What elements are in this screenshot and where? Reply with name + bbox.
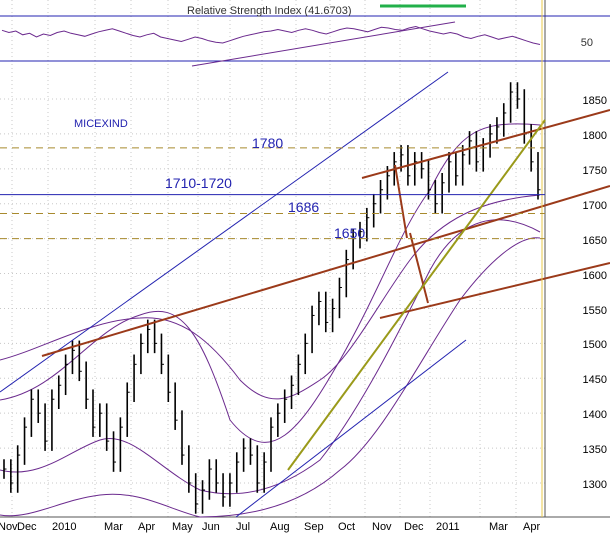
y-tick-label: 1400 <box>583 409 607 421</box>
channel-width-marker <box>409 232 429 304</box>
olive-support-line <box>287 119 546 471</box>
y-tick-label: 1700 <box>583 200 607 212</box>
trend-lines <box>0 0 610 518</box>
x-axis: Nov Dec 2010 Mar Apr May Jun Jul Aug Sep… <box>0 521 540 533</box>
channel-upper-line <box>361 109 610 179</box>
bollinger-band <box>0 219 541 495</box>
level-lines <box>0 147 545 240</box>
x-tick-label: 2011 <box>436 521 460 533</box>
annotation-1710-1720: 1710-1720 <box>165 175 232 191</box>
x-tick-label: Dec <box>17 521 37 533</box>
x-tick-label: Sep <box>304 521 324 533</box>
x-tick-label: May <box>172 521 193 533</box>
rsi-title: Relative Strength Index (41.6703) <box>187 5 352 17</box>
x-tick-label: Nov <box>372 521 392 533</box>
x-tick-label: Mar <box>489 521 508 533</box>
bollinger-band <box>0 123 541 443</box>
rsi-panel <box>0 4 610 67</box>
y-tick-label: 1550 <box>583 305 607 317</box>
y-tick-label: 1850 <box>583 95 607 107</box>
y-axis: 1850 1800 1750 1700 1650 1600 1550 1500 … <box>583 95 607 491</box>
x-tick-label: Dec <box>404 521 424 533</box>
y-tick-label: 1350 <box>583 444 607 456</box>
price-series <box>3 82 541 514</box>
y-tick-label: 1750 <box>583 165 607 177</box>
x-tick-label: Jun <box>202 521 220 533</box>
x-tick-label: Apr <box>523 521 540 533</box>
y-tick-label: 1600 <box>583 270 607 282</box>
y-tick-label: 1450 <box>583 374 607 386</box>
upper-blue-trend-line <box>0 71 449 393</box>
x-tick-label: Oct <box>338 521 355 533</box>
x-tick-label: Mar <box>104 521 123 533</box>
y-tick-label: 1800 <box>583 130 607 142</box>
y-tick-label: 1300 <box>583 479 607 491</box>
annotation-1650: 1650 <box>334 225 365 241</box>
x-tick-label: Jul <box>236 521 250 533</box>
rsi-tick-label: 50 <box>581 37 593 49</box>
y-tick-label: 1500 <box>583 339 607 351</box>
x-tick-label: 2010 <box>52 521 76 533</box>
x-tick-label: Aug <box>270 521 290 533</box>
rsi-trend-line <box>191 21 456 67</box>
rsi-line <box>1 25 541 45</box>
channel-width-marker <box>394 164 408 239</box>
y-tick-label: 1650 <box>583 235 607 247</box>
x-tick-label: Nov <box>0 521 18 533</box>
annotation-1780: 1780 <box>252 135 283 151</box>
bollinger-band <box>0 194 541 400</box>
lower-blue-trend-line <box>235 339 467 518</box>
x-tick-label: Apr <box>138 521 155 533</box>
long-term-trend-line <box>41 185 610 357</box>
instrument-label: MICEXIND <box>74 118 128 130</box>
annotation-1686: 1686 <box>288 199 319 215</box>
channel-lower-line <box>379 262 610 319</box>
